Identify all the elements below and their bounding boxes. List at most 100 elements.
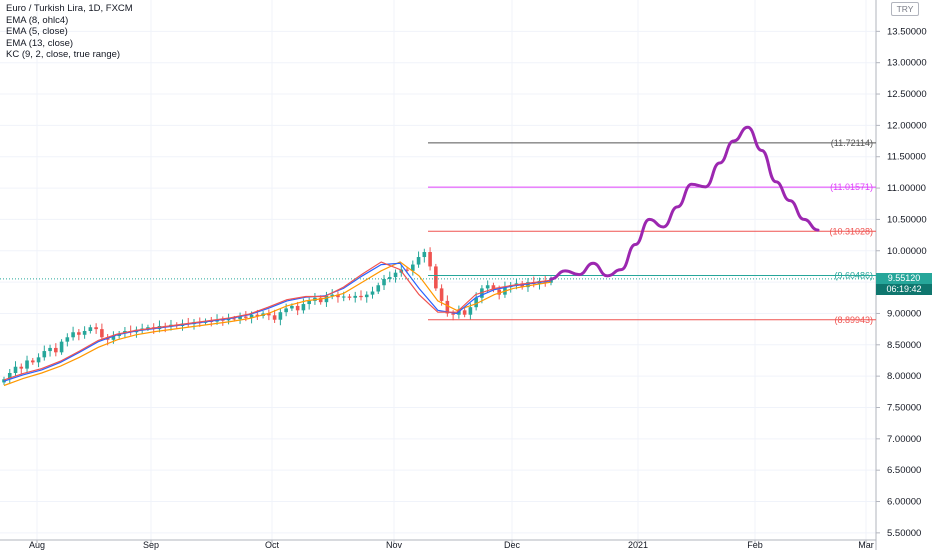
candle-body [238,316,242,320]
candle-body [77,332,81,335]
candle-body [36,357,41,363]
candle-body [422,252,427,258]
candle-body [387,277,392,279]
legend-ema13[interactable]: EMA (13, close) [6,37,74,49]
y-tick-label: 9.00000 [887,308,921,319]
candle-body [7,373,12,380]
x-tick-label: Dec [504,540,521,550]
countdown-tag: 06:19:42 [876,284,932,296]
last-price-tag: 9.55120 [876,273,932,285]
y-tick-label: 7.50000 [887,402,921,413]
horizontal-level-label: (8.89943) [834,315,873,325]
horizontal-level-label: (10.31028) [829,226,873,236]
candle-body [359,295,363,298]
candle-body [42,351,47,358]
x-tick-label: Feb [747,540,763,550]
candle-body [353,295,358,298]
ema5-line [3,261,552,381]
candle-body [474,297,478,308]
candle-body [48,347,52,352]
candle-body [111,336,116,340]
candle-body [428,252,432,267]
legend-ema5[interactable]: EMA (5, close) [6,26,68,37]
x-tick-label: Nov [386,540,403,550]
candle-body [526,282,530,288]
candle-body [82,331,87,335]
candle-body [491,285,496,290]
candle-body [30,360,35,363]
candle-body [244,316,248,318]
candle-body [405,269,409,271]
x-tick-label: Oct [265,540,280,550]
candle-body [272,315,277,320]
x-tick-label: Mar [858,540,874,550]
candle-body [376,285,381,292]
candle-body [347,296,352,298]
candle-body [267,313,271,316]
candle-body [54,347,58,353]
candle-body [485,285,490,289]
ema13-line [3,261,552,387]
y-tick-label: 5.50000 [887,528,921,539]
candle-body [324,295,329,303]
horizontal-level-label: (11.72114) [831,138,873,148]
candle-body [226,318,231,321]
horizontal-level-label: (11.01571) [830,182,873,192]
candle-body [255,314,260,316]
candle-body [19,366,24,369]
candle-body [370,291,375,295]
y-tick-label: 7.00000 [887,434,921,445]
candle-body [336,294,340,298]
candle-body [468,307,473,315]
candle-body [341,296,346,298]
candle-body [94,327,98,330]
candle-body [295,305,300,311]
candle-body [382,278,386,286]
candle-body [318,297,323,303]
candle-body [65,337,70,342]
candle-body [290,305,294,309]
candle-body [232,318,237,320]
y-tick-label: 13.00000 [887,58,927,69]
candle-body [71,332,75,338]
y-tick-label: 12.00000 [887,120,927,131]
candle-body [364,294,369,298]
candle-body [146,327,150,329]
candle-body [434,266,438,289]
candle-body [445,300,450,314]
candle-body [59,341,64,353]
y-tick-label: 11.50000 [887,152,926,163]
y-tick-label: 8.00000 [887,371,921,382]
x-tick-label: Sep [143,540,159,550]
candle-body [25,360,29,369]
candle-body [549,278,553,283]
candle-body [284,308,288,313]
ema8-line [3,262,552,382]
y-tick-label: 13.50000 [887,26,927,37]
horizontal-level-label: (9.60486) [834,271,873,281]
candle-body [393,272,398,278]
legend-kc[interactable]: KC (9, 2, close, true range) [6,49,121,60]
candle-body [100,329,104,338]
candle-body [457,310,461,315]
y-tick-label: 12.50000 [887,89,927,100]
candle-body [301,304,306,311]
candle-body [88,327,93,332]
legend-ema8[interactable]: EMA (8, ohlc4) [6,14,69,26]
x-tick-label: 2021 [628,540,648,550]
candle-body [451,313,455,315]
candle-body [221,319,225,321]
candle-body [439,288,444,301]
projection-brush-path[interactable] [549,125,820,281]
candle-body [497,289,501,295]
y-tick-label: 6.50000 [887,465,921,476]
candle-body [307,300,311,305]
candle-body [330,294,334,296]
currency-badge[interactable]: TRY [891,2,919,16]
y-tick-label: 10.00000 [887,246,927,257]
candle-body [416,257,421,265]
legend-title[interactable]: Euro / Turkish Lira, 1D, FXCM [6,3,133,14]
candle-body [278,312,283,320]
candle-body [462,310,467,315]
